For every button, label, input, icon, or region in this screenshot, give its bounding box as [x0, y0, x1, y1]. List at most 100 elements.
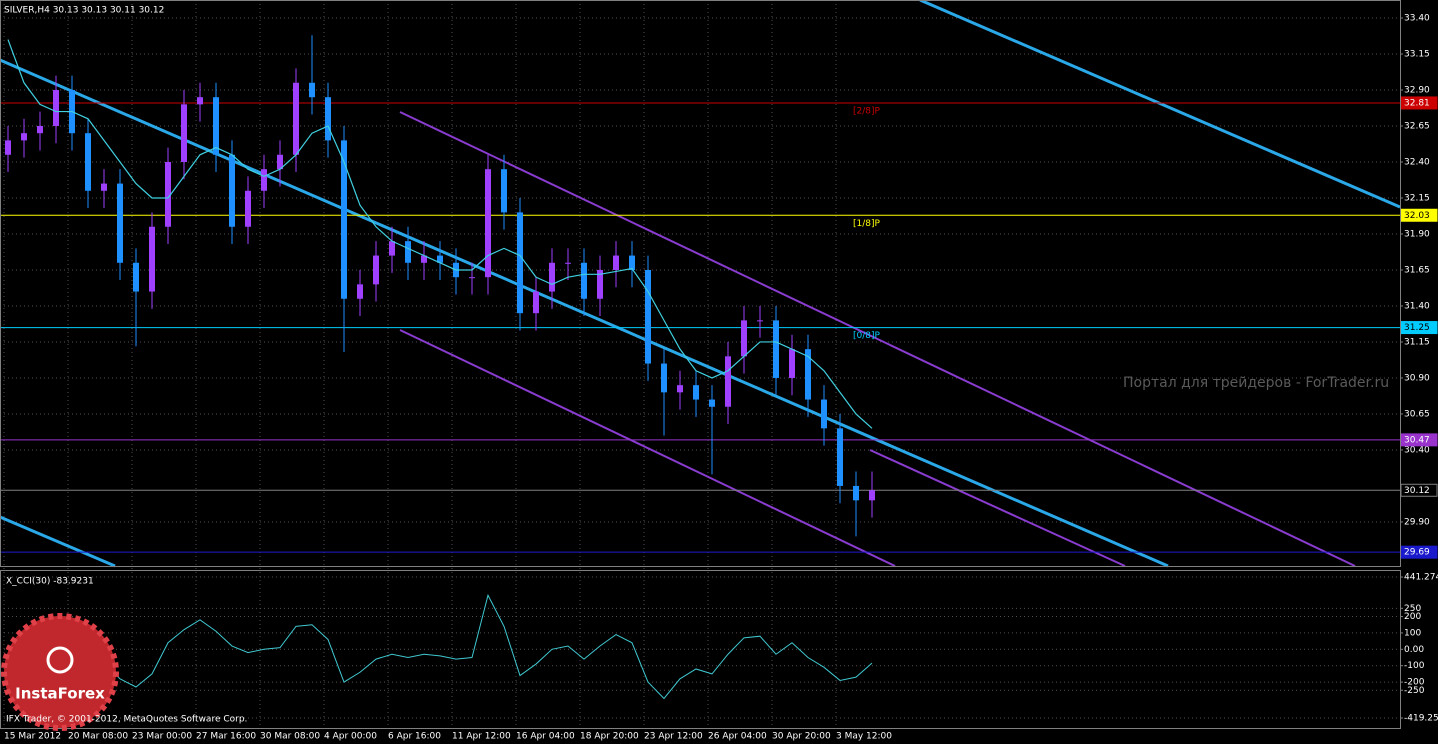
candle-body: [261, 169, 267, 191]
candle-body: [661, 363, 667, 393]
y-tick-label: 100: [1404, 628, 1421, 638]
x-tick-label: 3 May 12:00: [836, 732, 892, 742]
candle-body: [821, 399, 827, 429]
candle-body: [197, 97, 203, 105]
candle-body: [597, 269, 603, 299]
candle-body: [373, 255, 379, 285]
cci-frame: [0, 570, 1401, 729]
logo: InstaForex: [1, 613, 119, 731]
x-tick-label: 30 Mar 08:00: [260, 732, 320, 742]
candle-body: [53, 89, 59, 126]
candle-body: [421, 255, 427, 263]
y-tick-label: 0.00: [1404, 645, 1424, 655]
candle-body: [117, 183, 123, 263]
candle-body: [581, 262, 587, 299]
level-label: 29.69: [1404, 548, 1430, 558]
candle-body: [645, 269, 651, 364]
candle-body: [245, 190, 251, 227]
candle-body: [789, 349, 795, 378]
y-tick-label: -419.254: [1404, 714, 1438, 724]
candle-body: [277, 154, 283, 170]
candle-body: [677, 385, 683, 393]
moving-average: [7, 39, 873, 429]
y-tick-label: 30.90: [1404, 373, 1430, 383]
candle-body: [869, 490, 875, 501]
candle-body: [325, 97, 331, 141]
candle-body: [293, 82, 299, 155]
level-label: 32.03: [1404, 211, 1430, 221]
level-tag: [2/8]P: [853, 106, 881, 116]
x-tick-label: 30 Apr 20:00: [772, 732, 831, 742]
candle-body: [549, 262, 555, 292]
watermark: Портал для трейдеров - ForTrader.ru: [1123, 375, 1389, 391]
candle-body: [517, 212, 523, 314]
candle-body: [837, 428, 843, 486]
cci-line: [7, 593, 873, 700]
y-tick-label: 32.90: [1404, 85, 1430, 95]
candle-body: [85, 133, 91, 191]
y-tick-label: -250: [1404, 686, 1425, 696]
candle-body: [853, 485, 859, 501]
candle-body: [613, 255, 619, 270]
y-tick-label: 31.40: [1404, 301, 1430, 311]
x-tick-label: 23 Mar 00:00: [132, 732, 192, 742]
candle-body: [341, 140, 347, 299]
candle-body: [149, 226, 155, 292]
candle-body: [101, 183, 107, 191]
x-tick-label: 6 Apr 16:00: [388, 732, 441, 742]
candle-body: [709, 399, 715, 407]
candle-body: [565, 262, 571, 264]
x-tick-label: 20 Mar 08:00: [68, 732, 128, 742]
y-tick-label: 32.40: [1404, 157, 1430, 167]
candle-body: [229, 154, 235, 227]
candle-body: [469, 277, 475, 279]
trend-line: [919, 0, 1401, 209]
level-tag: [0/8]P: [853, 331, 881, 341]
candle-body: [309, 82, 315, 98]
channel-line: [869, 449, 1126, 567]
y-tick-label: 33.15: [1404, 49, 1430, 59]
logo-icon: [46, 646, 74, 674]
candle-body: [533, 291, 539, 314]
candle-body: [741, 320, 747, 357]
grid: [0, 0, 1400, 728]
x-tick-label: 11 Apr 12:00: [452, 732, 511, 742]
price-frame: [0, 0, 1401, 567]
y-tick-label: 29.90: [1404, 517, 1430, 527]
candle-body: [629, 255, 635, 270]
y-tick-label: 30.40: [1404, 445, 1430, 455]
level-label: 31.25: [1404, 323, 1430, 333]
y-tick-label: 31.90: [1404, 229, 1430, 239]
chart-title: SILVER,H4 30.13 30.13 30.11 30.12: [4, 6, 164, 16]
candle-body: [213, 97, 219, 155]
candle-body: [37, 125, 43, 134]
level-label: 30.12: [1404, 486, 1430, 496]
y-tick-label: 200: [1404, 612, 1421, 622]
candle-body: [437, 255, 443, 263]
x-tick-label: 18 Apr 20:00: [580, 732, 639, 742]
y-tick-label: 31.65: [1404, 265, 1430, 275]
y-tick-label: 30.65: [1404, 409, 1430, 419]
candle-body: [21, 133, 27, 141]
y-tick-label: -200: [1404, 678, 1425, 688]
candle-body: [389, 241, 395, 256]
x-tick-label: 16 Apr 04:00: [516, 732, 575, 742]
candle-body: [485, 169, 491, 278]
candle-body: [501, 169, 507, 213]
y-tick-label: 33.40: [1404, 13, 1430, 23]
x-tick-label: 23 Apr 12:00: [644, 732, 703, 742]
candle-body: [165, 161, 171, 227]
candle-body: [757, 320, 763, 322]
level-label: 32.81: [1404, 98, 1430, 108]
candle-body: [133, 262, 139, 292]
y-tick-label: 250: [1404, 604, 1421, 614]
y-tick-label: 32.15: [1404, 193, 1430, 203]
candle-body: [725, 356, 731, 407]
candle-body: [181, 104, 187, 162]
channel-line: [399, 329, 896, 567]
y-tick-label: 32.65: [1404, 121, 1430, 131]
x-tick-label: 26 Apr 04:00: [708, 732, 767, 742]
x-tick-label: 15 Mar 2012: [4, 732, 61, 742]
